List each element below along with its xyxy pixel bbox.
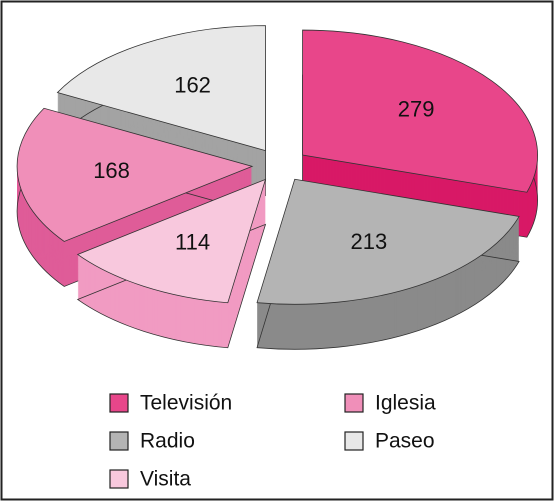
slice (56, 25, 266, 152)
legend-label: Paseo (375, 430, 435, 453)
legend-label: Radio (140, 430, 195, 453)
slice (302, 29, 538, 193)
legend-swatch (109, 431, 129, 451)
legend-swatch (109, 393, 129, 413)
legend-swatch (344, 431, 364, 451)
legend-swatch (344, 393, 364, 413)
legend-label: Visita (140, 468, 191, 491)
value-label: 279 (398, 96, 435, 121)
value-label: 168 (93, 158, 130, 183)
legend-swatch (109, 469, 129, 489)
value-label: 213 (351, 229, 388, 254)
legend-label: Televisión (140, 392, 232, 415)
value-label: 162 (174, 72, 211, 97)
slice (16, 107, 254, 242)
slice (256, 178, 520, 305)
slice (76, 178, 267, 304)
legend-label: Iglesia (375, 392, 436, 415)
slice-side-edge (256, 223, 520, 350)
value-label: 114 (175, 229, 210, 254)
slice-side-edge (76, 223, 267, 349)
